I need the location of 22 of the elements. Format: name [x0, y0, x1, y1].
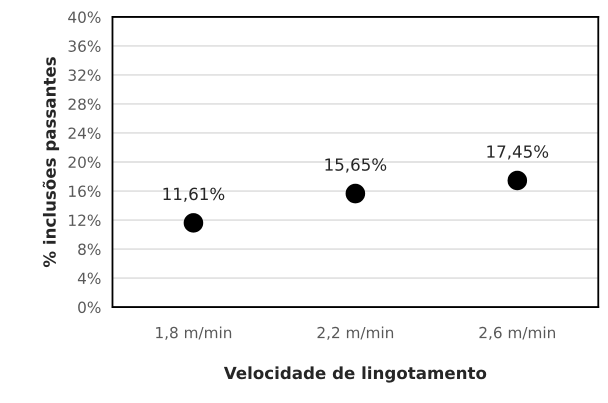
x-axis-title: Velocidade de lingotamento: [224, 366, 486, 383]
y-tick-label: 36%: [68, 40, 101, 52]
y-tick-label: 20%: [68, 156, 101, 168]
point: [508, 170, 528, 190]
point: [346, 184, 366, 204]
x-tick-label: 1,8 m/min: [156, 326, 232, 340]
x-tick-label: 2,2 m/min: [318, 326, 394, 340]
y-axis-title: % inclusões passantes: [42, 57, 60, 268]
y-tick-label: 4%: [78, 272, 101, 284]
data-label: 15,65%: [325, 158, 386, 173]
y-tick-label: 0%: [78, 302, 101, 314]
y-tick-label: 16%: [69, 185, 101, 198]
x-tick-label: 2,6 m/min: [479, 326, 556, 340]
y-tick-label: 28%: [68, 98, 101, 110]
point: [184, 213, 204, 233]
y-tick-label: 32%: [68, 69, 101, 81]
y-tick-label: 24%: [68, 127, 101, 140]
y-tick-label: 40%: [68, 11, 101, 23]
y-tick-label: 8%: [78, 244, 101, 256]
y-tick-label: 12%: [69, 214, 101, 226]
data-label: 17,45%: [487, 145, 548, 160]
data-label: 11,61%: [164, 188, 224, 202]
